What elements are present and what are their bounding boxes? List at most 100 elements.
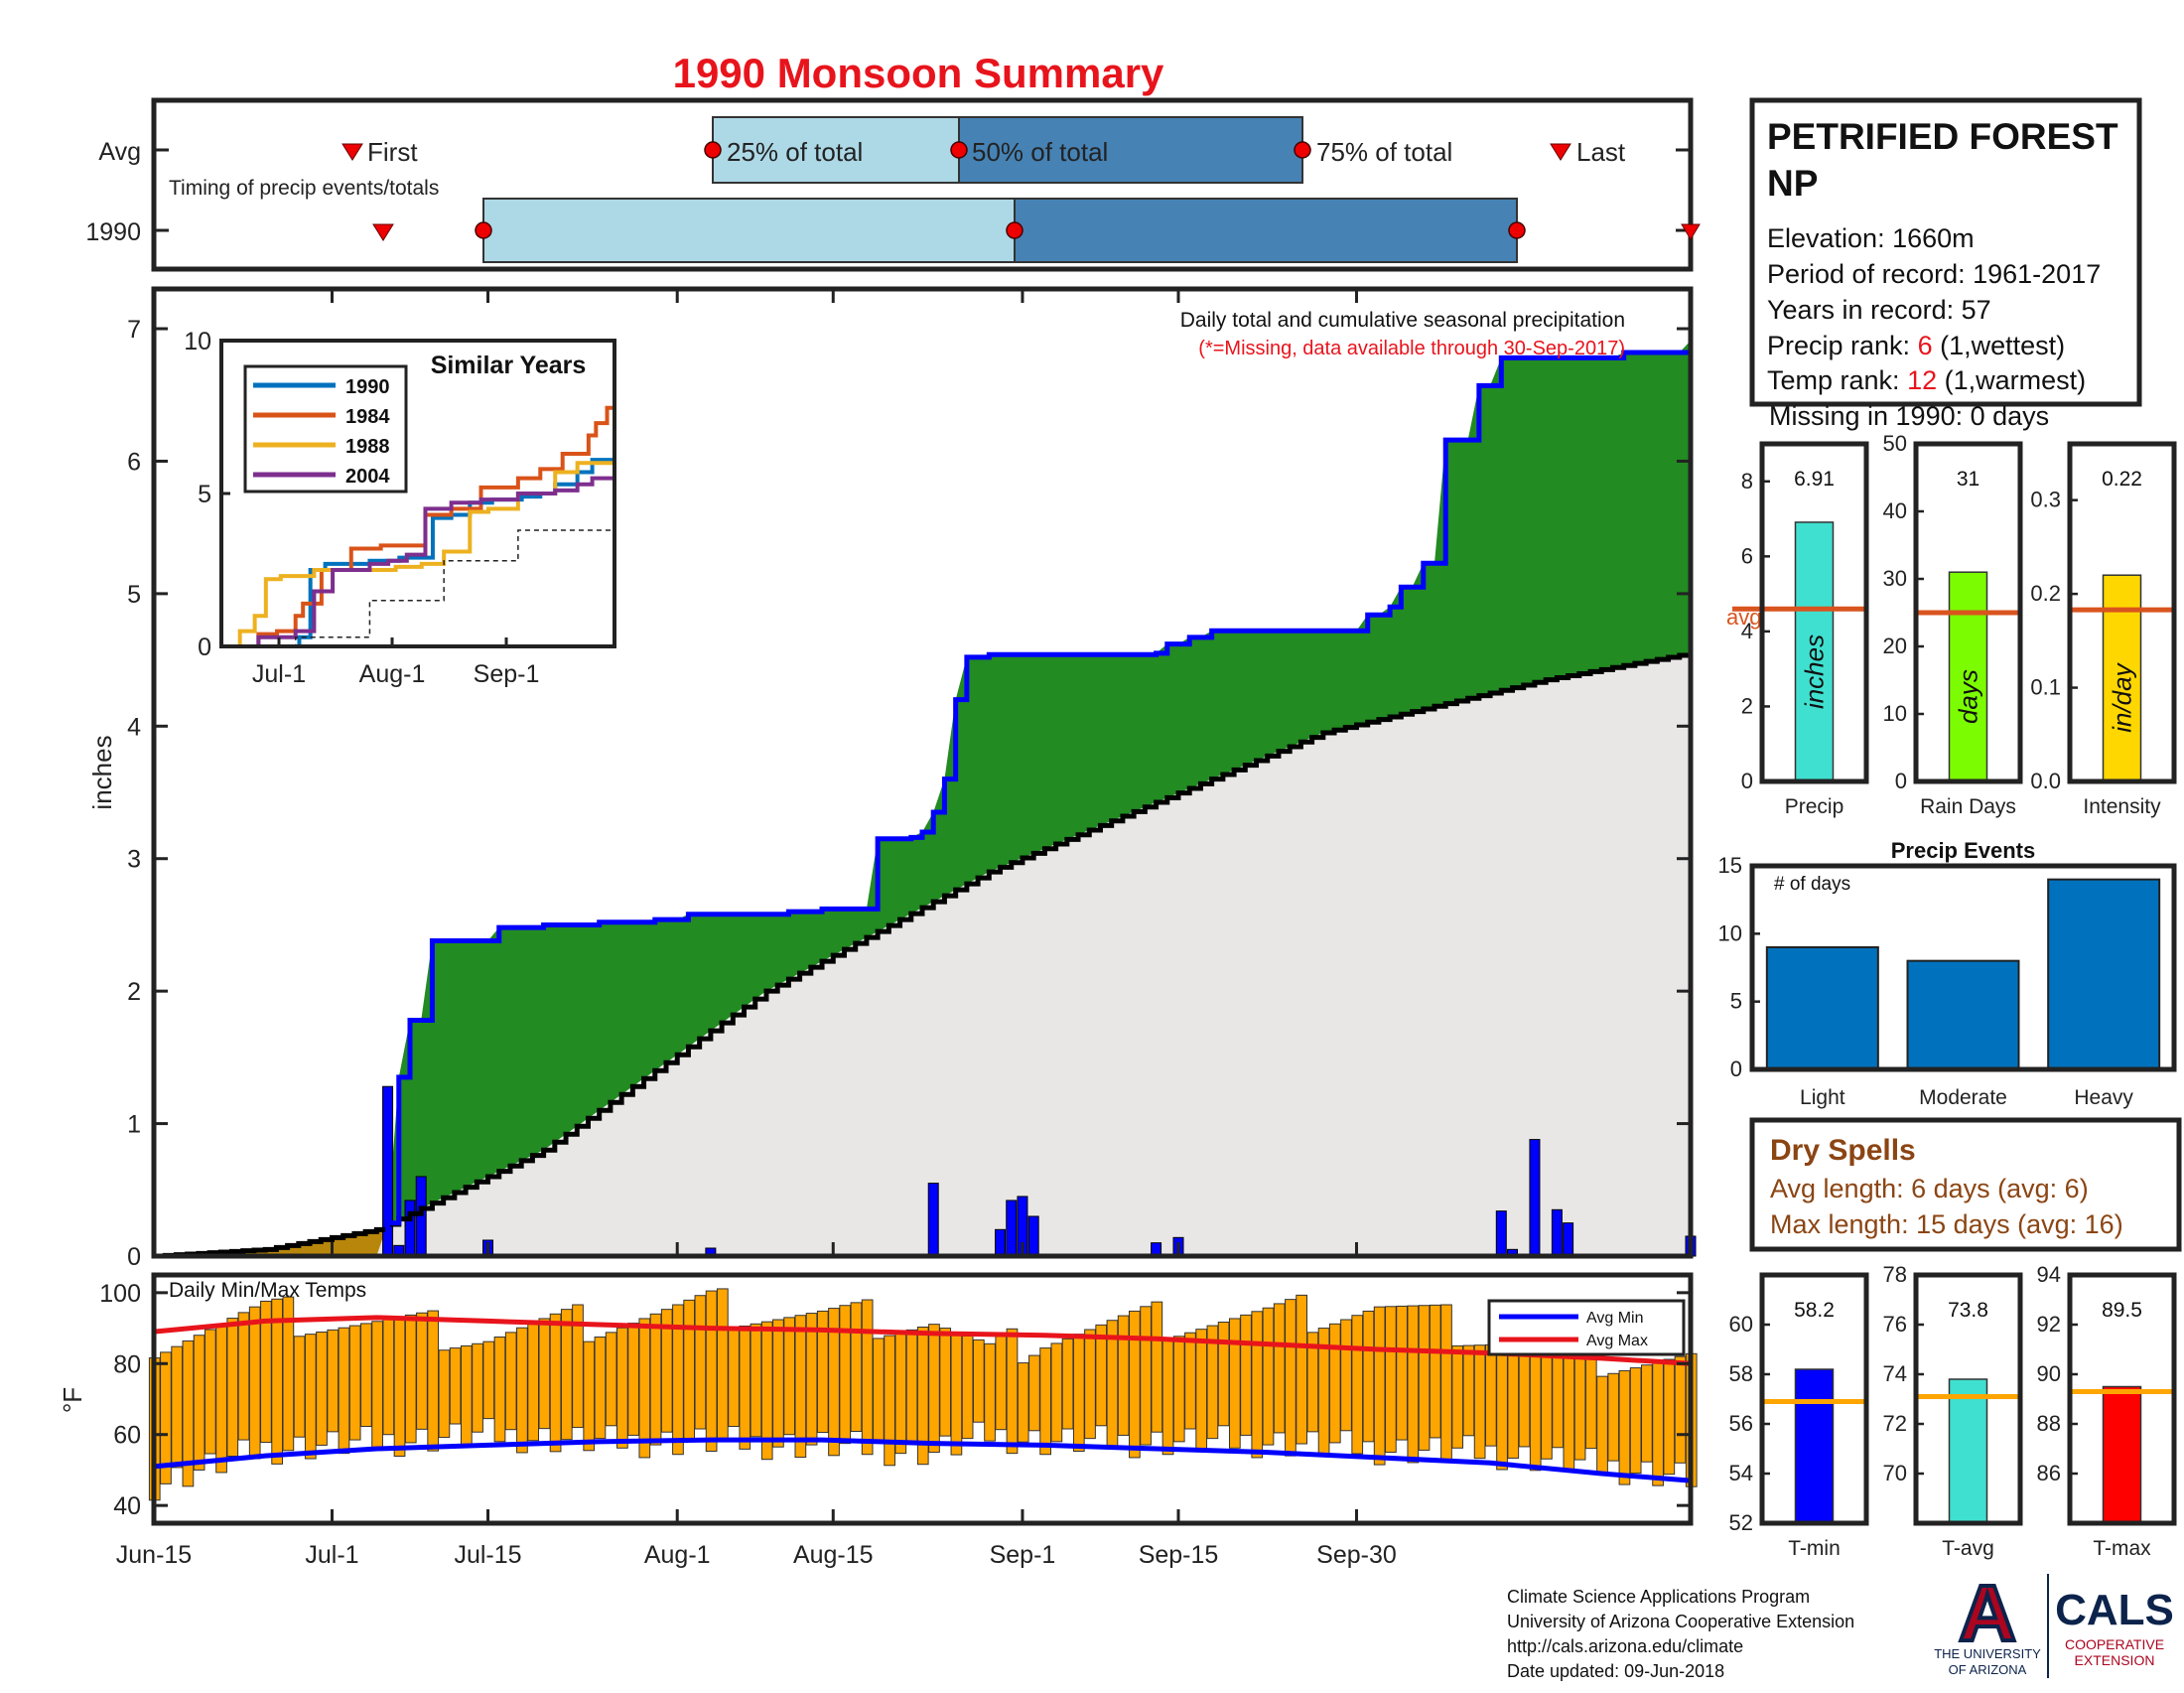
- temp-range-bar: [850, 1302, 863, 1433]
- timing-year-late-box: [1014, 198, 1518, 263]
- temp-range-bar: [1429, 1304, 1441, 1439]
- dry-spells-max: Max length: 15 days (avg: 16): [1770, 1209, 2123, 1239]
- temp-range-bar: [393, 1317, 406, 1457]
- footer-line-1: Climate Science Applications Program: [1507, 1587, 1810, 1607]
- temp-range-bar: [1161, 1339, 1174, 1456]
- temp-range-bar: [438, 1349, 451, 1439]
- main-y-tick-label: 7: [127, 316, 141, 344]
- station-info: PETRIFIED FOREST NP Elevation: 1660m Per…: [1749, 97, 2142, 431]
- rain-days-panel: days 0 10 20 30 40 50 31 Rain Days: [1883, 431, 2023, 818]
- temp-range-bar: [304, 1334, 317, 1460]
- temp-range-bar: [1262, 1307, 1275, 1446]
- daily-precip-bar: [1529, 1139, 1541, 1257]
- rain-days-panel-value: 31: [1957, 468, 1979, 491]
- intensity-panel-title: Intensity: [2083, 795, 2161, 818]
- tmax-panel-frame: [2067, 1272, 2177, 1526]
- tavg-panel-bar: [1948, 1378, 1988, 1524]
- inset-x-tick-label: Aug-1: [359, 660, 426, 688]
- rain-days-panel-frame: [1913, 441, 2023, 784]
- temp-range-bar: [338, 1327, 350, 1455]
- temp-range-bar: [215, 1323, 227, 1474]
- tavg-panel-tick-label: 74: [1883, 1361, 1907, 1386]
- timing-panel: Avg 1990 Timing of precip events/totals …: [85, 97, 1701, 272]
- precip-panel-tick-label: 2: [1741, 693, 1753, 718]
- year-p25-marker: [475, 221, 492, 239]
- temp-range-bar: [572, 1304, 584, 1429]
- main-frame: [151, 286, 1694, 1259]
- events-tick-label: 5: [1730, 989, 1742, 1014]
- temp-range-bar: [995, 1336, 1008, 1431]
- avg-last-label: Last: [1576, 137, 1626, 167]
- temp-range-bar: [1251, 1311, 1264, 1459]
- tmax-panel-title: T-max: [2093, 1537, 2151, 1560]
- temp-range-bar: [1484, 1343, 1497, 1447]
- temp-range-bar: [894, 1332, 907, 1455]
- tmax-panel-tick-label: 94: [2037, 1262, 2061, 1287]
- legend-avg-max-label: Avg Max: [1586, 1333, 1648, 1349]
- temp-range-bar: [1061, 1338, 1074, 1430]
- inset-y-tick-label: 10: [184, 328, 211, 355]
- inset-line-1984: [221, 370, 616, 648]
- temp-ylabel: °F: [58, 1387, 87, 1413]
- avg-min-line: [153, 1437, 1692, 1483]
- timing-frame: [151, 97, 1694, 272]
- avg-p25-marker: [704, 141, 722, 159]
- avg-p50-marker: [950, 141, 968, 159]
- daily-precip-bar: [1551, 1208, 1563, 1257]
- temp-range-bar: [728, 1328, 740, 1427]
- station-missing: Missing in 1990: 0 days: [1769, 401, 2049, 431]
- inset-legend: 1990 1984 1988 2004: [243, 364, 408, 494]
- legend-label-2004: 2004: [345, 466, 390, 488]
- events-tick-label: 10: [1718, 920, 1742, 945]
- temp-range-bar: [204, 1329, 216, 1455]
- rain-days-panel-tick-label: 20: [1883, 634, 1907, 658]
- date-tick-label: Jun-15: [116, 1541, 192, 1569]
- temp-range-bar: [873, 1338, 885, 1444]
- temp-range-bar: [828, 1308, 840, 1457]
- precip-rank-prefix: Precip rank:: [1767, 331, 1918, 360]
- avg-p50-label: 50% of total: [972, 137, 1108, 167]
- tavg-panel-tick-label: 72: [1883, 1411, 1907, 1436]
- inset-avg-line: [221, 505, 615, 647]
- date-tick-label: Jul-1: [305, 1541, 358, 1569]
- temp-range-bar: [427, 1310, 440, 1452]
- temp-range-bar: [416, 1312, 428, 1430]
- temp-range-bar: [271, 1298, 284, 1465]
- avg-max-line: [153, 1315, 1692, 1366]
- year-cumulative-line: [154, 341, 1694, 1259]
- precip-panel-frame: [1759, 441, 1869, 784]
- temp-range-bar: [1184, 1332, 1196, 1430]
- temp-range-bar: [1440, 1304, 1452, 1462]
- tavg-panel: 70 72 74 76 78 73.8 T-avg: [1883, 1262, 2023, 1560]
- events-bar: [1906, 959, 2020, 1071]
- date-tick-label: Sep-15: [1139, 1541, 1219, 1569]
- tmin-panel: 52 54 56 58 60 58.2 T-min: [1729, 1272, 1869, 1560]
- temp-range-bar: [972, 1339, 985, 1423]
- page-title: 1990 Monsoon Summary: [673, 50, 1164, 96]
- station-period: Period of record: 1961-2017: [1767, 259, 2101, 289]
- avg-p75-marker: [1294, 141, 1311, 159]
- date-tick-label: Sep-1: [990, 1541, 1056, 1569]
- temp-range-bar: [1217, 1322, 1230, 1427]
- precip-panel-tick-label: 4: [1741, 619, 1753, 643]
- temp-range-bar: [683, 1299, 696, 1443]
- temp-range-bar: [916, 1327, 929, 1466]
- temp-rank-prefix: Temp rank:: [1767, 365, 1907, 395]
- temp-y-tick-label: 100: [99, 1280, 141, 1308]
- temp-range-bar: [472, 1342, 483, 1433]
- year-p75-marker: [1508, 221, 1526, 239]
- main-y-tick-label: 2: [127, 978, 141, 1006]
- footer-line-2: University of Arizona Cooperative Extens…: [1507, 1612, 1854, 1631]
- intensity-panel-frame: [2067, 441, 2177, 784]
- temp-range-bar: [1072, 1334, 1085, 1452]
- temp-range-bar: [327, 1329, 340, 1433]
- daily-precip-bar: [995, 1228, 1007, 1257]
- main-y-axis: 0 1 2 3 4 5 6 7: [127, 316, 1691, 1271]
- temp-range-bar: [560, 1309, 573, 1441]
- temp-range-bar: [905, 1329, 918, 1443]
- main-precip-panel: 0 1 2 3 4 5 6 7 inches Daily total and cumulati…: [87, 286, 1697, 1271]
- temp-range-bar: [616, 1327, 628, 1449]
- tmin-panel-tick-label: 54: [1729, 1461, 1753, 1485]
- timing-year-early-box: [482, 198, 1016, 263]
- ua-logo: A THE UNIVERSITY OF ARIZONA: [1934, 1567, 2041, 1677]
